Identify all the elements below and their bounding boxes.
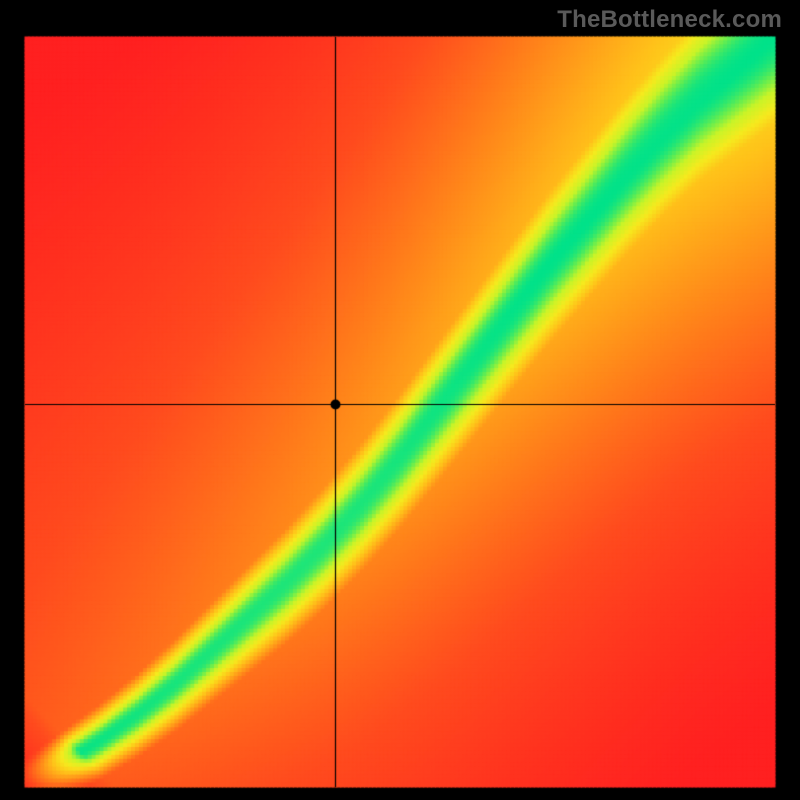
heatmap-canvas [0, 0, 800, 800]
watermark-text: TheBottleneck.com [557, 6, 782, 34]
